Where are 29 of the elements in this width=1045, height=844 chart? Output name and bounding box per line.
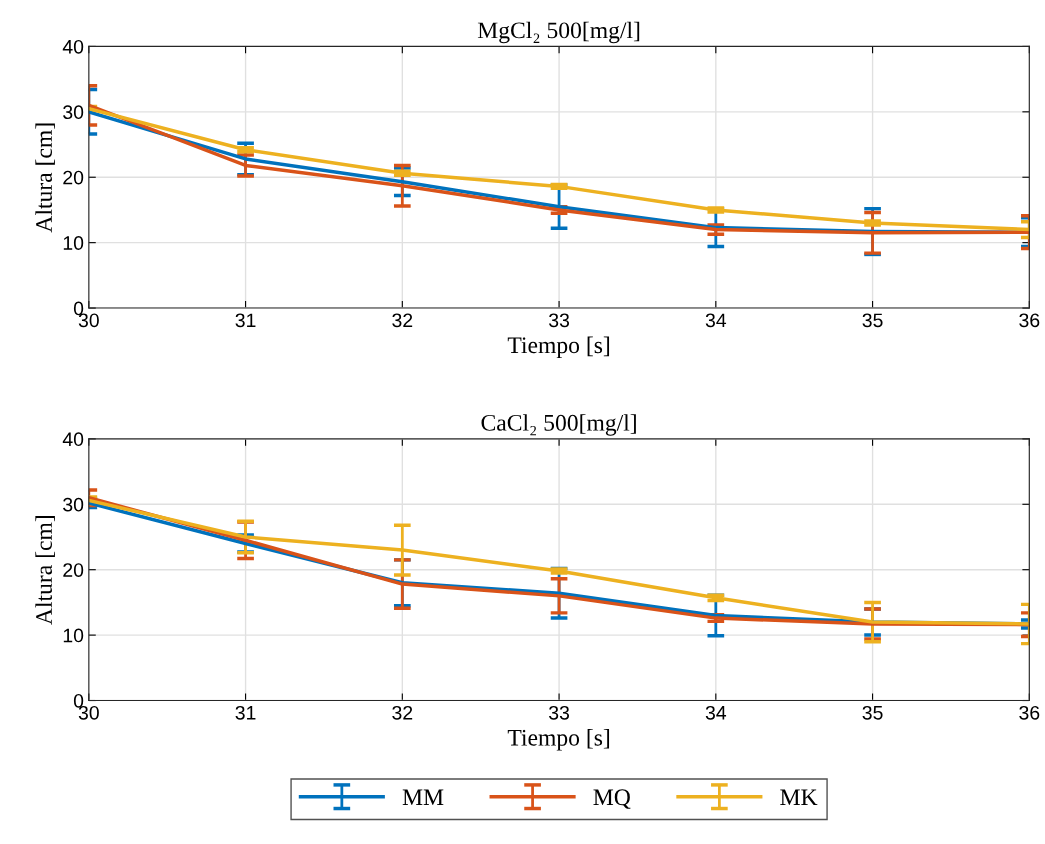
y-tick-label: 30 [63,497,84,512]
x-tick-label: 32 [392,705,413,720]
legend-label: MM [402,789,444,805]
y-tick-label: 10 [63,628,84,643]
x-axis-title: Tiempo [s] [507,336,610,359]
chart-title: CaCl₂ 500[mg/l] [481,414,636,436]
x-axis-title: Tiempo [s] [507,729,610,751]
y-axis-title: Altura [cm] [35,516,55,625]
x-tick-label: 36 [1019,313,1040,328]
y-tick-label: 40 [62,39,84,54]
x-tick-label: 31 [235,313,256,328]
x-tick-label: 35 [862,313,883,328]
y-tick-label: 10 [63,236,84,250]
legend-label: MK [780,789,818,805]
x-tick-label: 32 [392,313,413,328]
x-tick-label: 33 [549,313,570,328]
y-axis-title: Altura [cm] [35,123,55,233]
y-tick-label: 30 [63,105,84,120]
x-tick-label: 35 [862,705,883,720]
x-tick-label: 34 [705,705,727,720]
chart-title: MgCl₂ 500[mg/l] [477,21,640,44]
y-tick-label: 20 [63,170,84,185]
y-tick-label: 20 [63,563,84,577]
x-tick-label: 36 [1019,705,1040,720]
y-tick-label: 40 [62,432,84,447]
x-tick-label: 31 [235,705,256,720]
legend-label: MQ [593,789,631,809]
x-tick-label: 34 [705,313,727,328]
x-tick-label: 33 [549,705,570,720]
